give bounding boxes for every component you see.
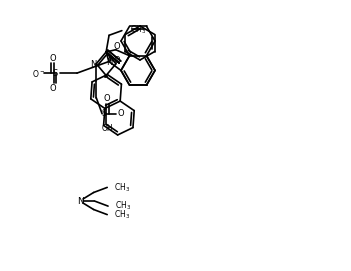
Text: S: S [52, 69, 58, 78]
Text: CH$_3$: CH$_3$ [114, 208, 130, 221]
Text: N: N [77, 196, 84, 205]
Text: OH: OH [101, 124, 113, 133]
Text: S: S [101, 109, 107, 118]
Text: CH$_3$: CH$_3$ [115, 200, 131, 212]
Text: CH$_3$: CH$_3$ [130, 23, 146, 36]
Text: O: O [49, 54, 56, 63]
Text: CH$_3$: CH$_3$ [114, 181, 130, 194]
Text: N: N [106, 59, 113, 67]
Text: N: N [90, 60, 97, 69]
Text: O: O [118, 109, 124, 118]
Text: O$^-$: O$^-$ [32, 68, 46, 79]
Text: O: O [104, 94, 111, 103]
Text: O: O [49, 84, 56, 93]
Text: +: + [110, 56, 115, 62]
Text: O: O [113, 42, 120, 51]
Text: O: O [114, 56, 120, 65]
